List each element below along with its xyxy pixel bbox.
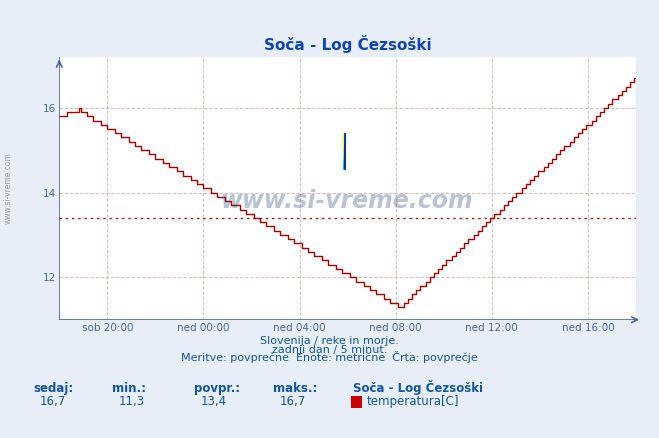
Text: 11,3: 11,3 (119, 395, 145, 408)
Text: www.si-vreme.com: www.si-vreme.com (221, 190, 474, 213)
Text: 16,7: 16,7 (280, 395, 306, 408)
Text: 16,7: 16,7 (40, 395, 66, 408)
Polygon shape (343, 133, 345, 169)
Text: www.si-vreme.com: www.si-vreme.com (4, 152, 13, 224)
Text: Soča - Log Čezsoški: Soča - Log Čezsoški (353, 380, 482, 395)
Text: 13,4: 13,4 (201, 395, 227, 408)
Text: maks.:: maks.: (273, 382, 318, 395)
Text: povpr.:: povpr.: (194, 382, 241, 395)
Text: sedaj:: sedaj: (33, 382, 73, 395)
Polygon shape (343, 133, 345, 169)
Text: min.:: min.: (112, 382, 146, 395)
Text: Meritve: povprečne  Enote: metrične  Črta: povprečje: Meritve: povprečne Enote: metrične Črta:… (181, 351, 478, 364)
Title: Soča - Log Čezsoški: Soča - Log Čezsoški (264, 35, 432, 53)
Text: zadnji dan / 5 minut.: zadnji dan / 5 minut. (272, 345, 387, 355)
Text: Slovenija / reke in morje.: Slovenija / reke in morje. (260, 336, 399, 346)
Text: temperatura[C]: temperatura[C] (367, 395, 459, 408)
